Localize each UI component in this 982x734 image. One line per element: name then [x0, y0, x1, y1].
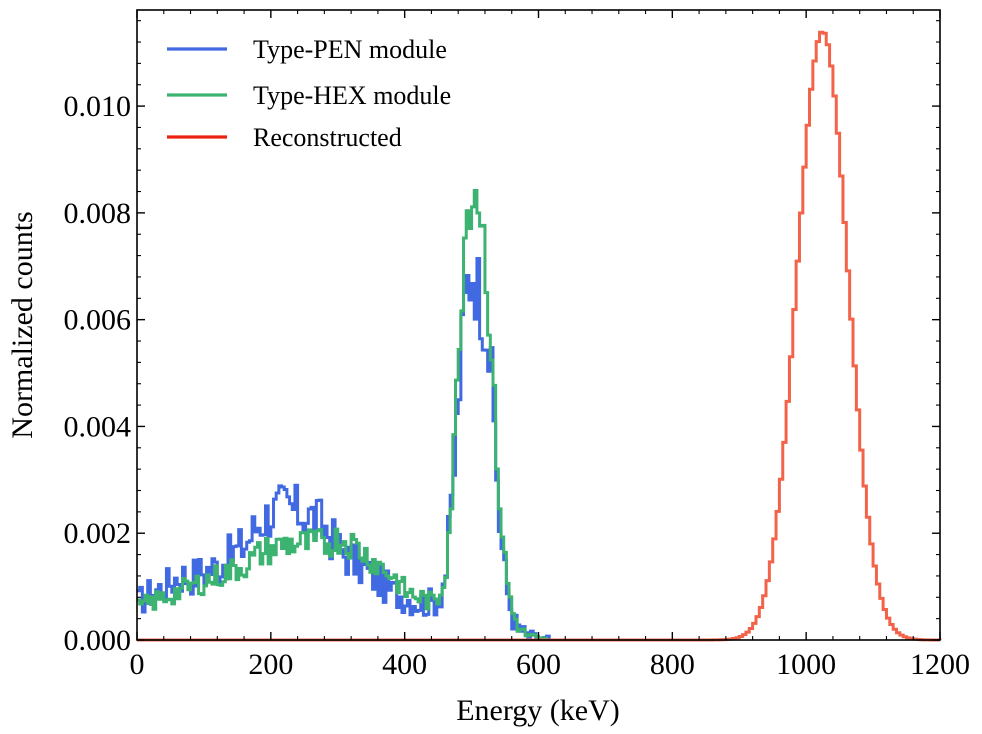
y-tick-label: 0.002 [64, 517, 132, 550]
x-tick-label: 600 [516, 648, 561, 681]
x-tick-label: 0 [130, 648, 145, 681]
y-tick-label: 0.010 [64, 90, 132, 123]
y-tick-label: 0.008 [64, 197, 132, 230]
series-line-type-hex-module [137, 189, 551, 642]
x-tick-label: 1200 [910, 648, 970, 681]
legend-label-type-hex: Type-HEX module [253, 81, 451, 110]
y-axis-title: Normalized counts [6, 211, 39, 438]
y-tick-label: 0.000 [64, 624, 132, 657]
ticks-layer [136, 10, 941, 641]
x-tick-label: 200 [248, 648, 293, 681]
x-axis-title: Energy (keV) [456, 694, 620, 727]
x-tick-label: 400 [382, 648, 427, 681]
y-tick-labels: 0.000 0.002 0.004 0.006 0.008 0.010 [64, 90, 132, 657]
x-tick-label: 1000 [776, 648, 836, 681]
legend-label-reconstructed: Reconstructed [253, 123, 402, 152]
y-tick-label: 0.004 [64, 410, 132, 443]
legend: Type-PEN module Type-HEX module Reconstr… [167, 35, 451, 152]
x-tick-label: 800 [650, 648, 695, 681]
legend-label-type-pen: Type-PEN module [253, 35, 447, 64]
y-tick-label: 0.006 [64, 304, 132, 337]
x-tick-labels: 0 200 400 600 800 1000 1200 [130, 648, 971, 681]
